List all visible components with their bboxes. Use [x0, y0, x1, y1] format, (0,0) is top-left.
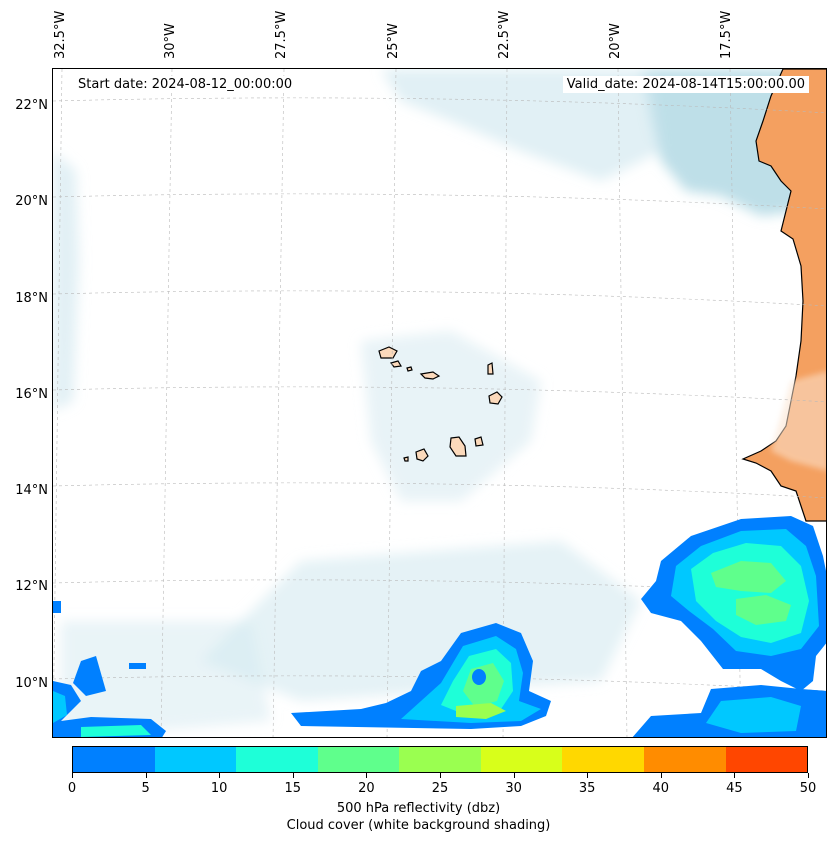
colorbar-title: 500 hPa reflectivity (dbz): [336, 801, 501, 816]
colorbar-tick-label: 15: [284, 781, 302, 796]
reflectivity-west-0-10: [53, 681, 166, 737]
island-boa-vista: [488, 391, 503, 405]
colorbar-tick-label: 45: [726, 781, 743, 796]
gridline-lat-10n: [53, 675, 826, 692]
lat-label-10n: 10°N: [15, 676, 48, 691]
colorbar-tick-mark: [660, 773, 662, 778]
colorbar-tick-label: 10: [210, 781, 228, 796]
valid-date-label: Valid_date: 2024-08-14T15:00:00.00: [562, 76, 809, 93]
colorbar-tick-label: 20: [358, 781, 375, 796]
reflectivity-west-small-c: [129, 663, 146, 669]
island-maio: [474, 436, 484, 447]
reflectivity-west-10-15: [53, 691, 67, 723]
island-sal: [487, 362, 494, 375]
island-fogo: [415, 448, 429, 462]
cloud-region-west-edge: [53, 151, 79, 411]
colorbar-segment-6: [562, 747, 644, 772]
lon-label-17-5w: 17.5°W: [719, 10, 734, 59]
gridline-lon-25w: [386, 69, 397, 737]
lat-label-18n: 18°N: [15, 291, 48, 306]
colorbar: [72, 746, 808, 773]
cape-verde-islands: [378, 346, 503, 462]
lat-label-22n: 22°N: [15, 98, 48, 113]
lat-label-12n: 12°N: [15, 579, 48, 594]
gridline-lat-12n: [53, 579, 826, 596]
colorbar-tick-label: 50: [799, 781, 817, 796]
gridline-lat-22n: [53, 97, 826, 114]
colorbar-tick-mark: [292, 773, 294, 778]
lat-label-16n: 16°N: [15, 387, 48, 402]
colorbar-segment-5: [480, 747, 563, 772]
reflectivity-system-east: [632, 516, 826, 737]
colorbar-tick-label: 35: [578, 781, 596, 796]
reflectivity-east-20-25b: [736, 595, 791, 625]
colorbar-segment-3: [317, 747, 400, 772]
colorbar-tick-mark: [72, 773, 73, 778]
reflectivity-east-10-15-south: [706, 697, 801, 733]
colorbar-segment-0: [73, 747, 155, 772]
colorbar-tick-mark: [513, 773, 515, 778]
colorbar-tick-label: 25: [431, 781, 449, 796]
island-santiago: [449, 436, 467, 457]
map-frame: [52, 68, 827, 738]
gridline-lat-14n: [53, 482, 826, 499]
reflectivity-system-central: [291, 623, 551, 729]
island-brava: [403, 456, 409, 462]
cloud-region-southwest: [61, 621, 271, 737]
africa-lowland-shade: [771, 371, 826, 471]
start-date-label: Start date: 2024-08-12_00:00:00: [74, 76, 297, 93]
reflectivity-central-25-30: [456, 703, 506, 719]
reflectivity-west-small-b: [53, 601, 61, 613]
colorbar-subtitle: Cloud cover (white background shading): [286, 818, 551, 833]
gridline-lon-32-5w: [53, 69, 63, 737]
gridline-lon-27-5w: [272, 69, 285, 737]
colorbar-segment-2: [236, 747, 318, 772]
island-santo-antao: [378, 346, 398, 359]
reflectivity-east-20-25a: [711, 561, 786, 593]
colorbar-tick-mark: [587, 773, 589, 778]
reflectivity-system-west: [53, 601, 166, 737]
colorbar-segment-1: [154, 747, 237, 772]
gridline-lat-20n: [53, 193, 826, 210]
cloud-region-north-haze: [381, 69, 661, 181]
lat-label-14n: 14°N: [15, 483, 48, 498]
colorbar-tick-mark: [440, 773, 441, 778]
colorbar-tick-mark: [219, 773, 221, 778]
colorbar-tick-label: 0: [67, 781, 77, 796]
gridline-lon-20w: [617, 69, 628, 737]
colorbar-segment-8: [725, 747, 808, 772]
colorbar-tick-mark: [366, 773, 368, 778]
colorbar-segment-4: [399, 747, 481, 772]
colorbar-tick-mark: [145, 773, 147, 778]
lon-label-32-5w: 32.5°W: [53, 10, 68, 59]
lon-label-25w: 25°W: [386, 23, 401, 59]
island-santa-luzia: [406, 366, 413, 372]
reflectivity-west-15-20: [81, 725, 151, 737]
cloud-region-northeast: [641, 69, 801, 216]
reflectivity-central-core: [472, 669, 486, 685]
lon-label-27-5w: 27.5°W: [274, 10, 289, 59]
lat-label-20n: 20°N: [15, 194, 48, 209]
colorbar-tick-mark: [734, 773, 736, 778]
colorbar-tick-label: 30: [505, 781, 522, 796]
map-canvas: [53, 69, 826, 737]
colorbar-tick-label: 40: [652, 781, 670, 796]
gridline-lon-30w: [160, 69, 173, 737]
colorbar-segment-7: [643, 747, 726, 772]
lon-label-30w: 30°W: [163, 23, 178, 59]
cloud-cover-layer: [53, 69, 801, 737]
colorbar-tick-mark: [808, 773, 809, 778]
lon-label-22-5w: 22.5°W: [497, 10, 512, 59]
reflectivity-west-small-a: [73, 656, 106, 696]
colorbar-tick-label: 5: [141, 781, 150, 796]
island-sao-vicente: [389, 360, 402, 368]
gridline-lat-16n: [53, 386, 826, 403]
lon-label-20w: 20°W: [608, 23, 623, 59]
island-sao-nicolau: [419, 371, 441, 380]
gridline-lat-18n: [53, 290, 826, 307]
